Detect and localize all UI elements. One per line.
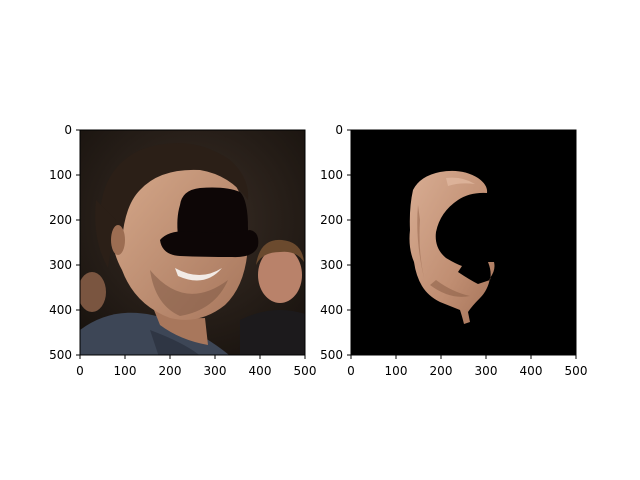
left-x-axis: 0 100 200 300 400 500 [76, 355, 316, 378]
tick-label: 500 [565, 364, 588, 378]
tick-label: 400 [249, 364, 272, 378]
left-y-axis: 0 100 200 300 400 500 [49, 123, 80, 362]
tick-label: 300 [204, 364, 227, 378]
tick-label: 300 [49, 258, 72, 272]
right-x-axis: 0 100 200 300 400 500 [347, 355, 587, 378]
tick-label: 500 [294, 364, 317, 378]
tick-label: 0 [347, 364, 355, 378]
right-axes-frame [350, 129, 577, 356]
tick-label: 0 [76, 364, 84, 378]
left-panel: 0 100 200 300 400 500 0 100 200 300 400 … [49, 123, 316, 378]
left-axes-frame [79, 129, 306, 356]
tick-label: 200 [430, 364, 453, 378]
right-panel: 0 100 200 300 400 500 0 100 200 300 400 … [320, 123, 587, 378]
tick-label: 500 [49, 348, 72, 362]
tick-label: 400 [49, 303, 72, 317]
tick-label: 100 [114, 364, 137, 378]
tick-label: 100 [385, 364, 408, 378]
tick-label: 400 [520, 364, 543, 378]
original-photo-image [80, 130, 305, 355]
tick-label: 400 [320, 303, 343, 317]
tick-label: 100 [49, 168, 72, 182]
tick-label: 0 [64, 123, 72, 137]
right-y-axis: 0 100 200 300 400 500 [320, 123, 351, 362]
tick-label: 200 [320, 213, 343, 227]
tick-label: 200 [159, 364, 182, 378]
tick-label: 300 [475, 364, 498, 378]
tick-label: 500 [320, 348, 343, 362]
masked-face-image [351, 130, 576, 355]
tick-label: 0 [335, 123, 343, 137]
tick-label: 100 [320, 168, 343, 182]
tick-label: 300 [320, 258, 343, 272]
tick-label: 200 [49, 213, 72, 227]
